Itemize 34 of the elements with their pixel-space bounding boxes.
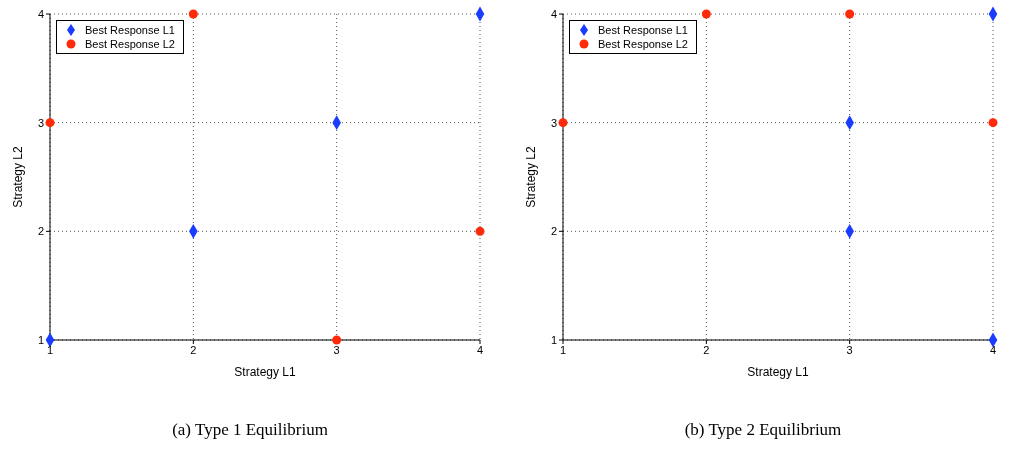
x-axis-title: Strategy L1 <box>234 365 297 379</box>
y-tick-label: 2 <box>37 225 44 238</box>
x-tick-label: 3 <box>846 343 853 356</box>
y-tick-label: 1 <box>37 333 44 346</box>
y-tick-label: 3 <box>37 116 44 129</box>
y-tick-label: 4 <box>550 7 557 20</box>
text: (b) Type 2 Equilibrium <box>683 420 843 440</box>
x-tick-label: 1 <box>559 343 567 356</box>
y-tick-label: 4 <box>37 7 44 20</box>
x-tick-label: 4 <box>476 343 484 356</box>
y-tick-label: 3 <box>550 116 557 129</box>
point <box>845 9 855 19</box>
legend-label: Best Response L1 <box>598 23 688 37</box>
x-tick-label: 4 <box>989 343 997 356</box>
point <box>188 9 198 19</box>
point <box>475 226 485 236</box>
legend-label: Best Response L2 <box>598 37 688 51</box>
x-tick-label: 2 <box>190 343 197 356</box>
point <box>558 118 568 128</box>
legend-label: Best Response L2 <box>85 37 175 51</box>
y-axis-title: Strategy L2 <box>11 145 26 208</box>
y-tick-label: 1 <box>550 333 557 346</box>
x-tick-label: 3 <box>333 343 340 356</box>
y-tick-label: 2 <box>550 225 557 238</box>
point <box>45 118 55 128</box>
point <box>701 9 711 19</box>
x-axis-title: Strategy L1 <box>747 365 810 379</box>
point <box>988 118 998 128</box>
x-tick-label: 1 <box>46 343 54 356</box>
x-tick-label: 2 <box>703 343 710 356</box>
legend-label: Best Response L1 <box>85 23 175 37</box>
y-axis-title: Strategy L2 <box>524 145 539 208</box>
point <box>332 335 342 345</box>
text: (a) Type 1 Equilibrium <box>171 420 329 440</box>
